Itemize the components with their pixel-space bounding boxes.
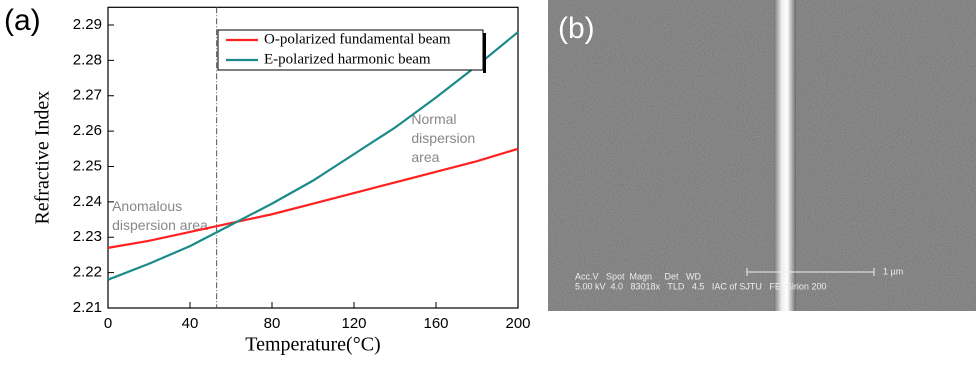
y-tick-label: 2.22 <box>73 264 102 281</box>
y-axis-label: Refractive Index <box>32 91 54 225</box>
y-tick-label: 2.25 <box>73 157 102 174</box>
legend-label: O-polarized fundamental beam <box>264 31 451 47</box>
y-tick-label: 2.23 <box>73 228 102 245</box>
scale-label: 1 µm <box>883 266 903 276</box>
x-tick-label: 120 <box>341 315 366 332</box>
sem-caption: Acc.V Spot Magn Det WD <box>575 271 702 281</box>
y-tick-label: 2.27 <box>73 87 102 104</box>
annotation: area <box>411 149 439 165</box>
x-tick-label: 40 <box>182 315 199 332</box>
x-tick-label: 0 <box>104 315 112 332</box>
sem-caption: 5.00 kV 4.0 83018x TLD 4.5 IAC of SJTU F… <box>575 281 826 291</box>
y-tick-label: 2.29 <box>73 16 102 33</box>
y-tick-label: 2.24 <box>73 193 102 210</box>
panel-label: (a) <box>4 4 41 37</box>
x-axis-label: Temperature(°C) <box>245 334 380 356</box>
annotation: Normal <box>411 111 456 127</box>
sem-stripe <box>774 0 796 311</box>
annotation: Anomalous <box>112 198 182 214</box>
panel-label: (b) <box>558 12 595 45</box>
x-tick-label: 200 <box>505 315 530 332</box>
annotation: dispersion <box>411 130 475 146</box>
y-tick-label: 2.28 <box>73 51 102 68</box>
figure: (a) (b) Acc.V Spot Magn Det WD 5.00 kV 4… <box>0 0 976 360</box>
y-tick-label: 2.26 <box>73 122 102 139</box>
sem-noise <box>548 0 976 311</box>
y-tick-label: 2.21 <box>73 299 102 316</box>
legend-shadow <box>483 33 486 73</box>
x-tick-label: 160 <box>423 315 448 332</box>
x-tick-label: 80 <box>264 315 281 332</box>
legend-label: E-polarized harmonic beam <box>264 51 431 67</box>
